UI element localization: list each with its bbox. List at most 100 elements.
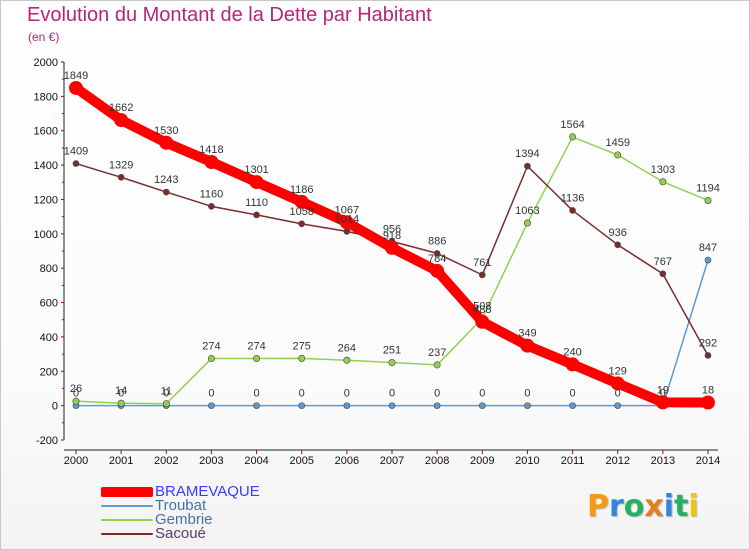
data-label: 26	[70, 383, 82, 395]
data-label: 1058	[289, 206, 313, 218]
data-label: 1329	[109, 159, 133, 171]
data-point	[569, 207, 576, 214]
data-label: 0	[208, 388, 214, 400]
data-point	[114, 113, 129, 128]
data-point	[294, 194, 309, 209]
data-label: 0	[434, 388, 440, 400]
data-label: 1303	[651, 164, 675, 176]
data-label: 19	[657, 384, 669, 396]
data-label: 274	[202, 341, 220, 353]
data-point	[249, 175, 264, 190]
legend-item: Sacoué	[101, 525, 301, 542]
data-point	[298, 354, 306, 362]
data-point	[388, 359, 396, 367]
data-label: 784	[428, 253, 446, 265]
data-label: 1194	[696, 182, 720, 194]
x-tick-label: 2004	[244, 455, 268, 467]
data-label: 936	[609, 227, 627, 239]
y-tick-label: 1200	[34, 194, 58, 206]
data-label: 761	[473, 257, 491, 269]
data-point	[162, 400, 170, 408]
legend-label: Troubat	[155, 497, 207, 514]
y-tick-label: 600	[40, 298, 58, 310]
data-point	[704, 352, 712, 359]
x-tick-label: 2013	[651, 455, 675, 467]
y-tick-label: 1800	[34, 91, 58, 103]
data-label: 0	[479, 388, 485, 400]
y-tick-label: -200	[36, 435, 58, 447]
data-point	[614, 402, 622, 409]
data-point	[253, 402, 260, 409]
data-label: 0	[389, 388, 395, 400]
data-point	[388, 402, 396, 409]
x-tick-label: 2003	[199, 455, 223, 467]
data-point	[659, 178, 667, 186]
x-tick-label: 2005	[289, 455, 313, 467]
chart-subtitle: (en €)	[28, 30, 60, 44]
data-label: 1394	[515, 148, 539, 160]
y-tick-label: 1400	[34, 160, 58, 172]
data-point	[655, 395, 670, 410]
data-point	[298, 220, 306, 228]
x-tick-label: 2010	[515, 455, 539, 467]
data-label: 847	[699, 242, 717, 254]
data-label: 1014	[335, 213, 359, 225]
legend-item: BRAMEVAQUE	[101, 483, 301, 500]
data-point	[72, 397, 80, 405]
data-label: 274	[247, 341, 265, 353]
data-point	[569, 402, 576, 409]
y-tick-label: 2000	[34, 57, 58, 69]
data-label: 0	[570, 388, 576, 400]
data-point	[208, 402, 215, 409]
x-tick-label: 2002	[154, 455, 178, 467]
data-point	[614, 241, 622, 249]
data-label: 1063	[515, 205, 539, 217]
x-tick-label: 2012	[605, 455, 629, 467]
data-label: 1110	[245, 197, 268, 209]
legend-label: BRAMEVAQUE	[155, 483, 260, 500]
data-point	[523, 219, 531, 227]
data-point	[704, 256, 712, 264]
data-label: 292	[699, 337, 717, 349]
data-label: 488	[473, 304, 491, 316]
data-label: 0	[524, 388, 530, 400]
data-point	[208, 203, 215, 210]
data-point	[430, 263, 445, 278]
data-label: 1067	[335, 204, 359, 216]
y-tick-label: 200	[40, 366, 58, 378]
data-point	[207, 355, 215, 363]
x-tick-label: 2008	[425, 455, 449, 467]
x-tick-label: 2001	[109, 455, 133, 467]
data-point	[610, 376, 625, 391]
data-point	[659, 270, 667, 278]
data-point	[478, 402, 486, 409]
data-label: 240	[563, 346, 581, 358]
data-point	[433, 361, 441, 369]
data-label: 129	[609, 365, 627, 377]
data-point	[343, 228, 351, 235]
data-label: 1530	[154, 125, 178, 137]
data-point	[433, 250, 441, 257]
data-labels: 1849166215301418130111861067918784488349…	[64, 70, 720, 400]
y-tick-label: 400	[40, 332, 58, 344]
data-point	[204, 154, 219, 169]
legend-item: Gembrie	[101, 511, 301, 528]
x-tick-label: 2014	[696, 455, 720, 467]
data-label: 918	[383, 230, 401, 242]
data-label: 11	[161, 386, 172, 398]
data-label: 0	[118, 388, 124, 400]
data-label: 1136	[561, 192, 585, 204]
data-label: 237	[428, 347, 446, 359]
data-point	[433, 402, 441, 409]
legend-swatch	[101, 505, 153, 507]
legend-swatch	[101, 533, 153, 535]
legend-swatch	[101, 487, 153, 497]
data-label: 275	[293, 340, 311, 352]
data-point	[569, 133, 577, 141]
data-point	[478, 271, 486, 279]
data-label: 0	[163, 388, 169, 400]
x-tick-label: 2007	[380, 455, 404, 467]
data-point	[701, 395, 715, 410]
